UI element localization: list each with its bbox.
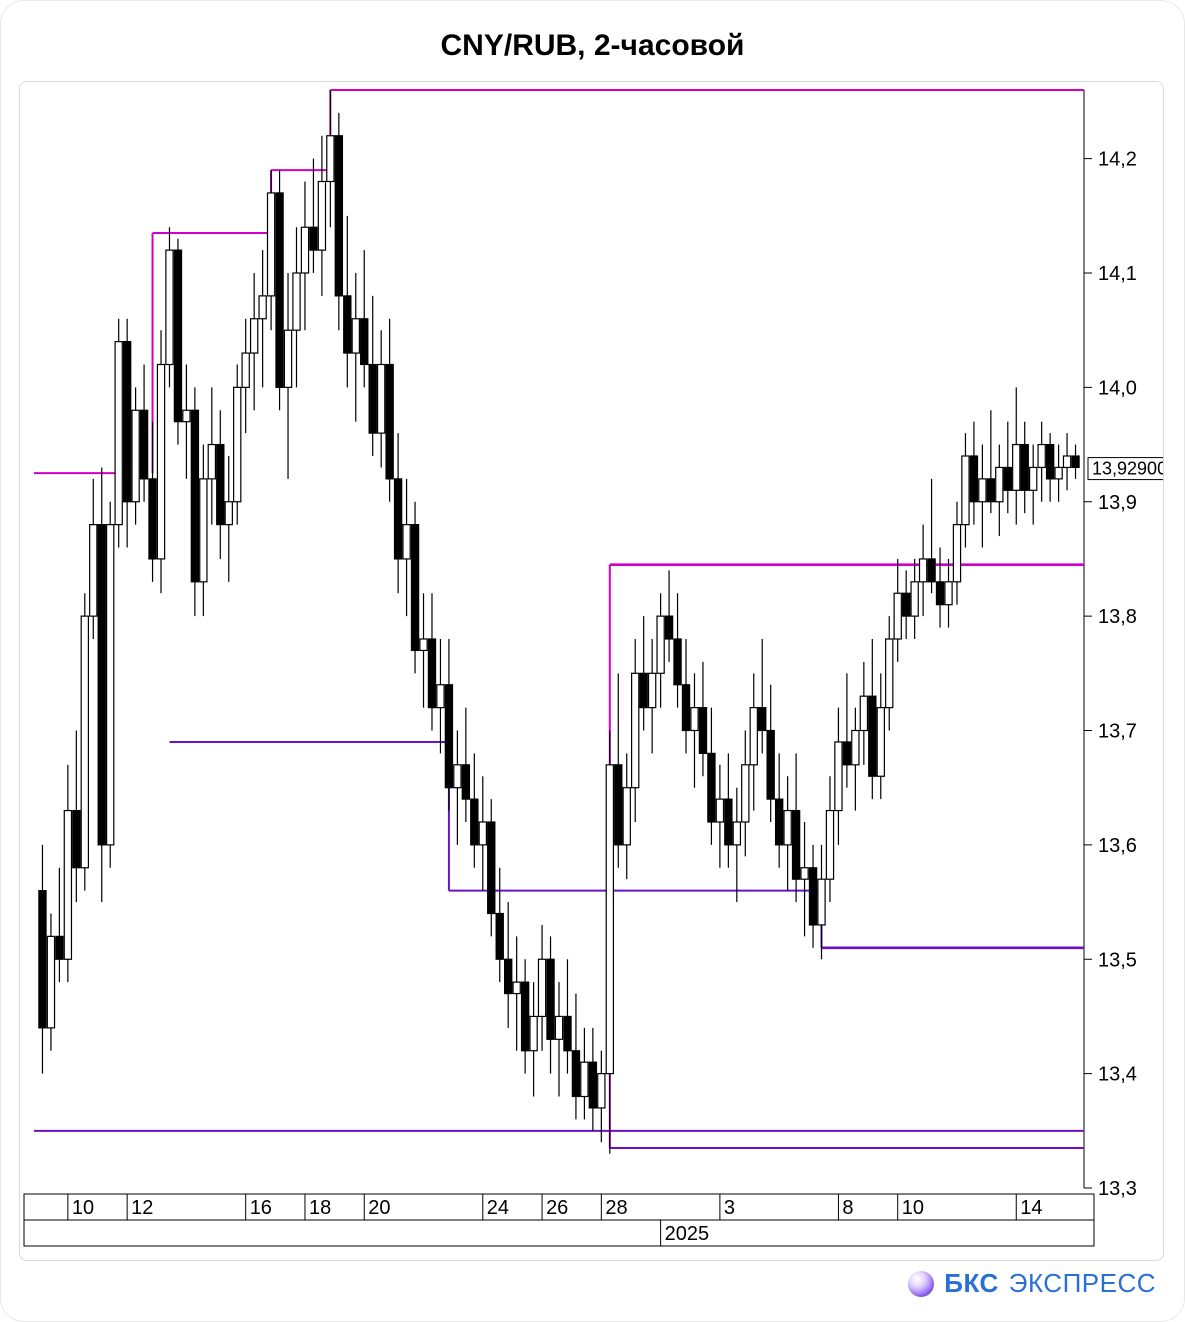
- branding: БКС ЭКСПРЕСС: [908, 1268, 1156, 1299]
- svg-text:14,1: 14,1: [1098, 263, 1137, 285]
- svg-text:13,92900: 13,92900: [1092, 459, 1164, 479]
- svg-text:10: 10: [72, 1197, 94, 1219]
- svg-text:2025: 2025: [665, 1223, 710, 1245]
- chart-frame: 13,3 13,4 13,5 13,6 13,7 13,8 13,9 14,0 14,1 14,2…: [19, 81, 1164, 1261]
- svg-text:3: 3: [724, 1197, 735, 1219]
- svg-text:26: 26: [546, 1197, 568, 1219]
- branding-light: ЭКСПРЕСС: [1009, 1268, 1156, 1299]
- svg-text:12: 12: [131, 1197, 153, 1219]
- svg-text:13,4: 13,4: [1098, 1064, 1137, 1086]
- chart-title: CNY/RUB, 2-часовой: [19, 29, 1166, 63]
- candlestick-chart: 13,3 13,4 13,5 13,6 13,7 13,8 13,9 14,0 14,1 14,2…: [20, 82, 1164, 1261]
- branding-bold: БКС: [944, 1268, 999, 1299]
- svg-text:28: 28: [605, 1197, 627, 1219]
- svg-text:20: 20: [368, 1197, 390, 1219]
- svg-text:16: 16: [250, 1197, 272, 1219]
- svg-text:14,0: 14,0: [1098, 377, 1137, 399]
- svg-text:24: 24: [487, 1197, 509, 1219]
- svg-text:10: 10: [902, 1197, 924, 1219]
- svg-text:13,8: 13,8: [1098, 606, 1137, 628]
- globe-icon: [908, 1271, 934, 1297]
- svg-text:13,7: 13,7: [1098, 721, 1137, 743]
- svg-text:14: 14: [1020, 1197, 1042, 1219]
- svg-text:14,2: 14,2: [1098, 149, 1137, 171]
- svg-text:13,9: 13,9: [1098, 492, 1137, 514]
- svg-text:13,5: 13,5: [1098, 949, 1137, 971]
- svg-text:8: 8: [842, 1197, 853, 1219]
- svg-text:18: 18: [309, 1197, 331, 1219]
- chart-card: CNY/RUB, 2-часовой 13,313,413,513,613,71…: [0, 0, 1185, 1322]
- svg-text:13,6: 13,6: [1098, 835, 1137, 857]
- svg-text:13,3: 13,3: [1098, 1178, 1137, 1200]
